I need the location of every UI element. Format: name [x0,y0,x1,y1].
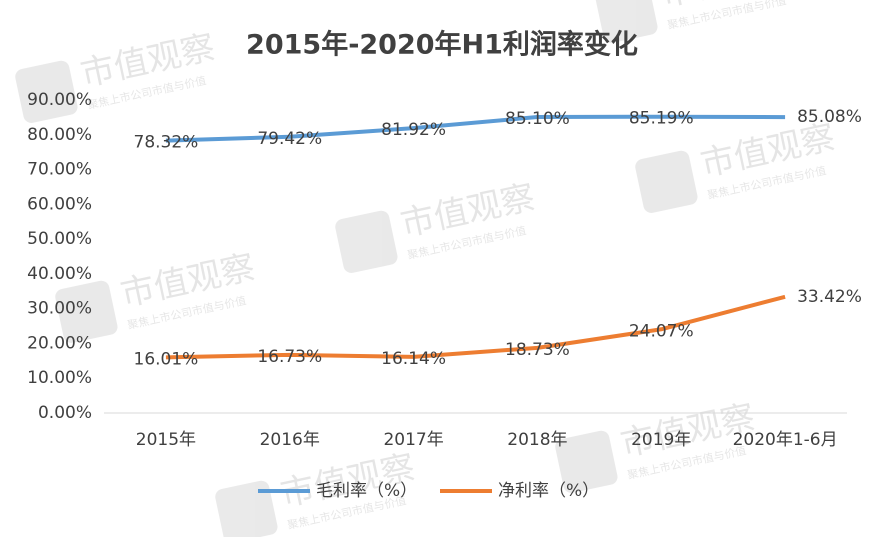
y-tick-label: 60.00% [27,194,92,214]
data-label: 18.73% [505,340,570,360]
line [165,294,786,360]
y-tick-label: 70.00% [27,160,92,180]
y-tick-label: 40.00% [27,264,92,284]
data-label: 79.42% [257,129,322,149]
chart-title: 2015年-2020年H1利润率变化 [246,29,638,61]
y-tick-label: 50.00% [27,229,92,249]
data-label: 78.32% [134,133,199,153]
x-tick-label: 2019年 [631,430,691,450]
watermark-logo [215,480,278,541]
y-tick-label: 80.00% [27,125,92,145]
data-label: 85.19% [629,109,694,129]
data-label: 16.01% [134,349,199,369]
watermark-logo [635,150,698,213]
x-tick-label: 2016年 [260,430,320,450]
watermark-logo [595,0,658,43]
x-tick-label: 2018年 [507,430,567,450]
y-tick-label: 20.00% [27,333,92,353]
watermark-logo [335,210,398,273]
y-tick-label: 10.00% [27,368,92,388]
line [165,114,786,143]
x-tick-label: 2015年 [136,430,196,450]
y-tick-label: 90.00% [27,90,92,110]
data-label: 33.42% [797,287,862,307]
data-label: 85.10% [505,109,570,129]
y-tick-label: 0.00% [38,403,92,423]
data-label: 24.07% [629,321,694,341]
x-tick-label: 2017年 [383,430,443,450]
legend-label: 毛利率（%） [316,481,417,501]
legend-label: 净利率（%） [498,481,599,501]
data-label: 85.08% [797,107,862,127]
y-tick-label: 30.00% [27,299,92,319]
x-tick-label: 2020年1-6月 [733,430,838,450]
data-label: 16.14% [381,349,446,369]
watermark-logo [55,280,118,343]
watermark-logo [555,430,618,493]
data-label: 16.73% [257,347,322,367]
data-label: 81.92% [381,120,446,140]
watermark-logo [15,60,78,123]
